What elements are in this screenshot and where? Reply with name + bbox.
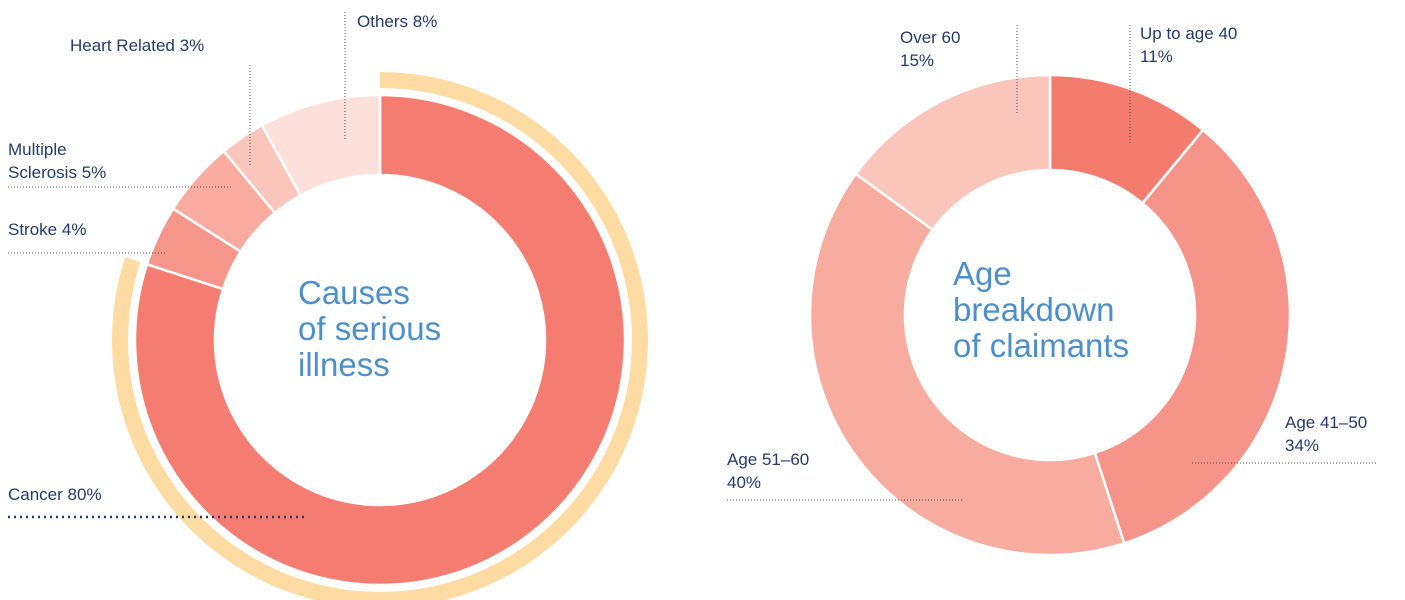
value-label: 11%	[1140, 47, 1173, 66]
data-label: Others 8%	[357, 10, 507, 33]
category-label: Stroke	[8, 220, 58, 239]
data-label: Age 51–60 40%	[727, 448, 847, 494]
donut-segment	[808, 172, 1126, 557]
value-label: 15%	[900, 51, 935, 70]
data-label: Age 41–50 34%	[1285, 411, 1405, 457]
value-label: 5%	[81, 163, 107, 182]
data-label: Up to age 40 11%	[1140, 22, 1280, 68]
data-label: Over 60 15%	[900, 26, 1000, 72]
category-label: Heart Related	[70, 36, 175, 55]
donut-segment	[260, 93, 382, 198]
category-label: Age 41–50	[1285, 413, 1368, 432]
value-label: 8%	[412, 12, 438, 31]
category-label: Up to age 40	[1140, 24, 1238, 43]
category-label: Over 60	[900, 28, 961, 47]
chart-title: Causes of serious illness	[298, 275, 441, 383]
donut-segment	[1093, 128, 1292, 545]
value-label: 40%	[727, 473, 762, 492]
value-label: 3%	[179, 36, 205, 55]
chart-title-line: Causes	[298, 274, 410, 311]
donut-segment	[133, 93, 627, 587]
chart-title: Age breakdown of claimants	[953, 256, 1129, 364]
category-label: Age 51–60	[727, 450, 810, 469]
donut	[112, 72, 648, 600]
data-label: Multiple Sclerosis 5%	[8, 138, 133, 184]
donut-segment	[854, 73, 1052, 232]
category-label: Multiple Sclerosis	[8, 140, 77, 182]
chart-title-line: Age	[953, 255, 1012, 292]
category-label: Cancer	[8, 485, 63, 504]
chart-title-line: illness	[298, 346, 390, 383]
leader-lines	[8, 12, 1378, 519]
value-label: 80%	[67, 485, 102, 504]
chart-title-line: of serious	[298, 310, 442, 347]
category-label: Others	[357, 12, 409, 31]
data-label: Heart Related 3%	[70, 34, 270, 57]
chart-title-line: breakdown	[953, 291, 1115, 328]
value-label: 34%	[1285, 436, 1320, 455]
chart-title-line: of claimants	[953, 327, 1130, 364]
data-label: Stroke 4%	[8, 218, 208, 241]
donut	[808, 73, 1292, 557]
value-label: 4%	[61, 220, 87, 239]
data-label: Cancer 80%	[8, 483, 308, 506]
